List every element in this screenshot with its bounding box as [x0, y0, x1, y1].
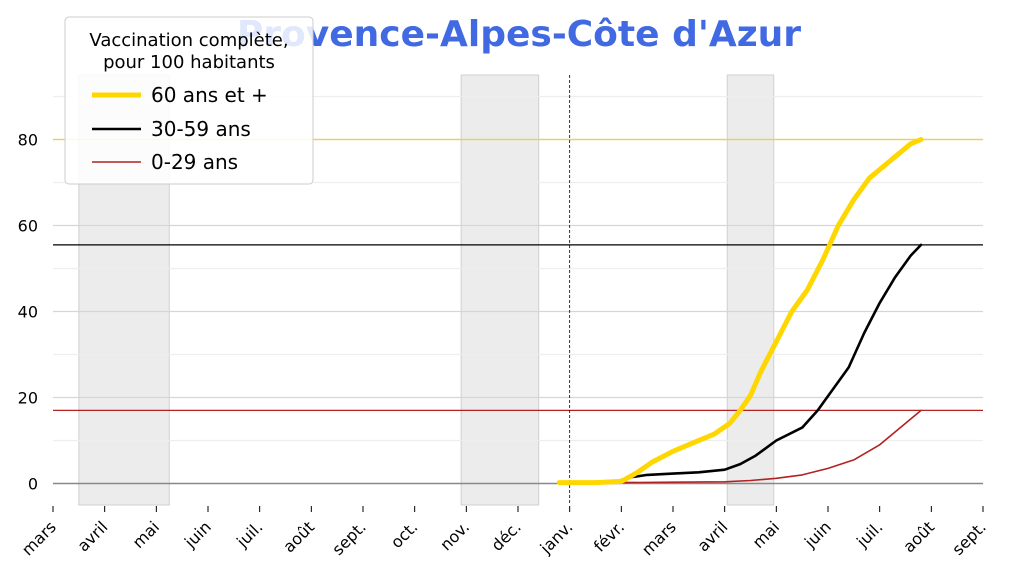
legend-label-0-29: 0-29 ans [151, 150, 238, 174]
x-tick-label-8: nov. [436, 517, 473, 554]
legend-title-line-2: pour 100 habitants [103, 52, 275, 73]
x-tick-label-12: mars [638, 517, 680, 559]
x-tick-label-11: févr. [590, 517, 628, 555]
x-tick-label-1: avril [73, 517, 111, 555]
x-tick-label-17: août [899, 517, 938, 556]
series-lines [556, 137, 924, 486]
y-tick-label-0: 0 [28, 475, 38, 494]
x-tick-label-15: juin [800, 517, 835, 552]
x-tick-label-16: juil. [852, 517, 886, 551]
shaded-period-1 [460, 74, 540, 506]
x-tick-label-4: juil. [232, 517, 266, 551]
legend-label-30-59: 30-59 ans [151, 117, 251, 141]
x-tick-label-13: avril [693, 517, 731, 555]
x-tick-label-5: août [279, 517, 318, 556]
x-tick-label-6: sept. [328, 517, 370, 559]
x-tick-label-3: juin [180, 517, 215, 552]
legend: Vaccination complète, pour 100 habitants… [64, 16, 314, 185]
x-tick-label-18: sept. [948, 517, 990, 559]
x-tick-label-14: mai [749, 517, 784, 552]
chart-title: Provence-Alpes-Côte d'Azur [237, 14, 801, 55]
x-tick-label-7: oct. [387, 517, 422, 552]
x-tick-label-9: déc. [487, 517, 524, 554]
y-tick-label-80: 80 [18, 131, 38, 150]
shaded-period-2 [726, 74, 775, 506]
y-axis: 0 20 40 60 80 [18, 131, 38, 494]
x-tick-label-2: mai [129, 517, 164, 552]
y-tick-label-40: 40 [18, 303, 38, 322]
series-line-0 [556, 137, 924, 486]
x-tick-label-10: janv. [536, 517, 577, 558]
y-tick-label-60: 60 [18, 217, 38, 236]
legend-title-line-1: Vaccination complète, [89, 30, 288, 51]
x-tick-label-0: mars [18, 517, 60, 559]
series-line-2 [558, 409, 922, 485]
x-axis: mars avril mai juin juil. août sept. oct. nov. dé… [18, 506, 990, 559]
legend-label-60plus: 60 ans et + [151, 83, 268, 107]
legend-box [64, 16, 314, 185]
y-tick-label-20: 20 [18, 389, 38, 408]
